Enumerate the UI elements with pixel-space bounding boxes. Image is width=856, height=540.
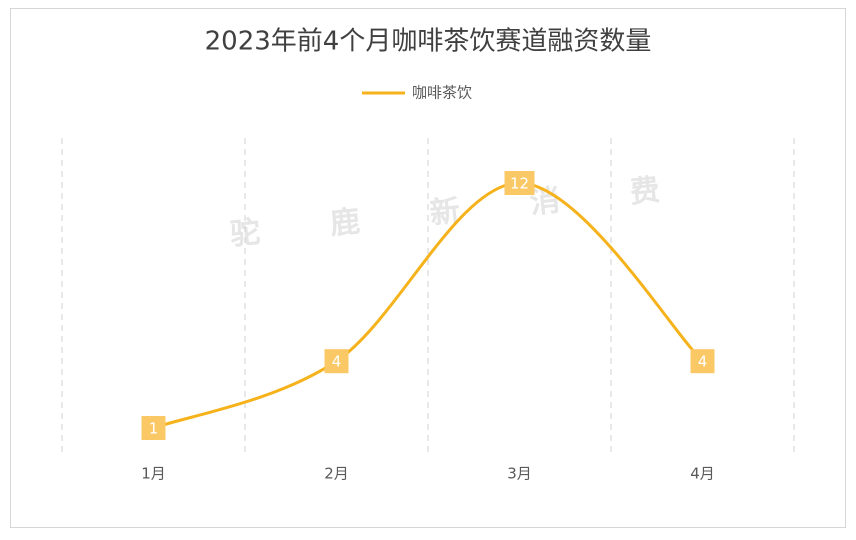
legend-label: 咖啡茶饮 <box>412 84 472 102</box>
data-label: 12 <box>510 175 529 193</box>
x-tick-label: 1月 <box>141 465 166 483</box>
x-tick-label: 4月 <box>690 465 715 483</box>
data-label: 4 <box>698 353 708 371</box>
data-label: 1 <box>149 420 159 438</box>
x-tick-label: 3月 <box>507 465 532 483</box>
data-label: 4 <box>332 353 342 371</box>
chart-title: 2023年前4个月咖啡茶饮赛道融资数量 <box>205 27 652 57</box>
data-label-box <box>324 349 349 374</box>
data-label-box <box>141 416 166 440</box>
x-tick-label: 2月 <box>324 465 349 483</box>
data-label-box <box>504 171 535 195</box>
line <box>152 181 704 430</box>
data-label-box <box>690 349 715 374</box>
